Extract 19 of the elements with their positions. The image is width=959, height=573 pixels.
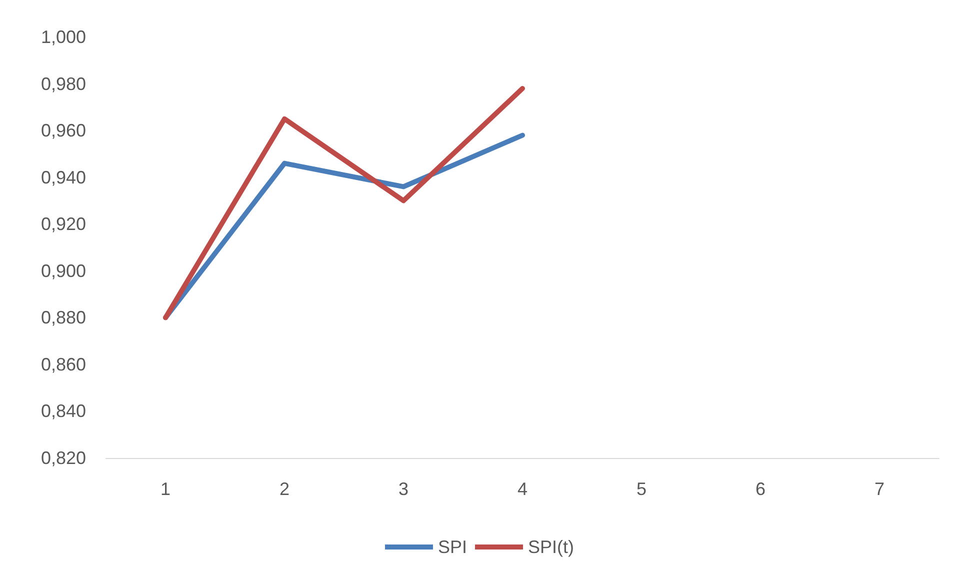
y-tick-label: 0,920 — [40, 214, 86, 234]
y-tick-label: 0,980 — [40, 74, 86, 94]
y-tick-label: 0,840 — [40, 401, 86, 422]
y-tick-label: 0,900 — [40, 260, 86, 281]
y-tick-label: 0,940 — [40, 167, 86, 188]
y-tick-label: 0,860 — [40, 354, 86, 374]
x-tick-label: 4 — [517, 479, 528, 499]
x-tick-label: 1 — [160, 479, 171, 499]
x-tick-label: 7 — [874, 479, 885, 499]
y-tick-label: 0,960 — [40, 120, 86, 141]
y-tick-label: 0,820 — [40, 448, 86, 468]
x-tick-label: 2 — [279, 479, 290, 499]
legend-label: SPI — [438, 537, 468, 557]
x-tick-label: 6 — [755, 479, 766, 499]
x-tick-label: 3 — [398, 479, 409, 499]
x-tick-label: 5 — [636, 479, 647, 499]
y-tick-label: 1,000 — [40, 27, 86, 47]
legend-label: SPI(t) — [528, 537, 574, 557]
y-tick-label: 0,880 — [40, 308, 86, 328]
